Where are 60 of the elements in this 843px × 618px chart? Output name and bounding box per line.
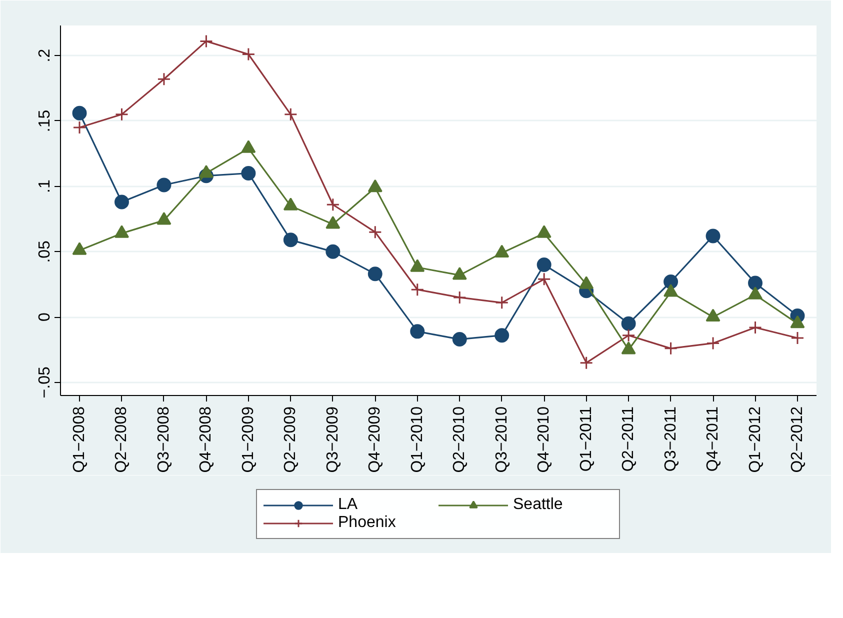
x-tick-label: Q2−2008 bbox=[113, 406, 130, 473]
y-tick-label: .15 bbox=[36, 110, 54, 132]
point bbox=[495, 296, 509, 310]
legend-label: LA bbox=[338, 496, 359, 514]
point bbox=[621, 316, 636, 331]
point bbox=[114, 108, 128, 122]
point bbox=[622, 328, 636, 342]
x-tick-label: Q2−2011 bbox=[620, 406, 638, 472]
point bbox=[664, 342, 678, 356]
point bbox=[580, 356, 594, 370]
point bbox=[452, 290, 466, 304]
point bbox=[368, 266, 382, 282]
point bbox=[748, 320, 762, 334]
point bbox=[326, 244, 340, 259]
point bbox=[664, 274, 678, 289]
point bbox=[706, 336, 720, 350]
y-tick-label: .2 bbox=[36, 48, 54, 62]
x-tick-label: Q1−2012 bbox=[746, 406, 764, 473]
point bbox=[790, 331, 804, 345]
x-tick-label: Q3−2009 bbox=[324, 406, 342, 473]
point bbox=[410, 282, 424, 296]
point bbox=[72, 120, 86, 134]
x-tick-label: Q2−2009 bbox=[282, 406, 300, 473]
y-tick-label: −.05 bbox=[36, 366, 54, 398]
point bbox=[537, 272, 551, 286]
legend-label: Seattle bbox=[513, 496, 564, 514]
point bbox=[242, 48, 256, 62]
x-tick-label: Q3−2008 bbox=[155, 406, 172, 473]
point bbox=[199, 34, 213, 48]
y-tick-label: .05 bbox=[36, 240, 54, 263]
x-tick-label: Q4−2010 bbox=[536, 406, 553, 473]
point bbox=[157, 72, 171, 86]
x-tick-label: Q2−2012 bbox=[788, 406, 806, 473]
x-tick-label: Q1−2011 bbox=[578, 406, 595, 472]
point bbox=[326, 198, 340, 212]
x-tick-label: Q2−2010 bbox=[451, 406, 468, 473]
point bbox=[283, 232, 298, 248]
x-tick-label: Q1−2009 bbox=[240, 406, 257, 473]
point bbox=[706, 228, 720, 244]
point bbox=[748, 276, 763, 290]
point bbox=[114, 194, 129, 210]
y-tick-label: 0 bbox=[36, 312, 54, 322]
point bbox=[410, 324, 425, 339]
x-tick-label: Q3−2010 bbox=[493, 406, 510, 473]
point bbox=[368, 225, 382, 239]
point bbox=[452, 332, 467, 347]
point bbox=[156, 178, 172, 192]
x-tick-label: Q4−2008 bbox=[198, 406, 215, 473]
x-tick-label: Q1−2008 bbox=[71, 406, 88, 473]
legend-label: Phoenix bbox=[338, 514, 397, 532]
x-tick-label: Q1−2010 bbox=[408, 406, 426, 473]
point bbox=[241, 166, 256, 180]
point bbox=[284, 108, 298, 122]
y-tick-label: .1 bbox=[36, 180, 54, 193]
point bbox=[494, 328, 510, 343]
point bbox=[536, 258, 552, 272]
x-tick-label: Q4−2009 bbox=[366, 406, 384, 473]
x-tick-label: Q4−2011 bbox=[704, 406, 722, 472]
x-tick-label: Q3−2011 bbox=[662, 406, 680, 472]
point bbox=[72, 106, 87, 120]
